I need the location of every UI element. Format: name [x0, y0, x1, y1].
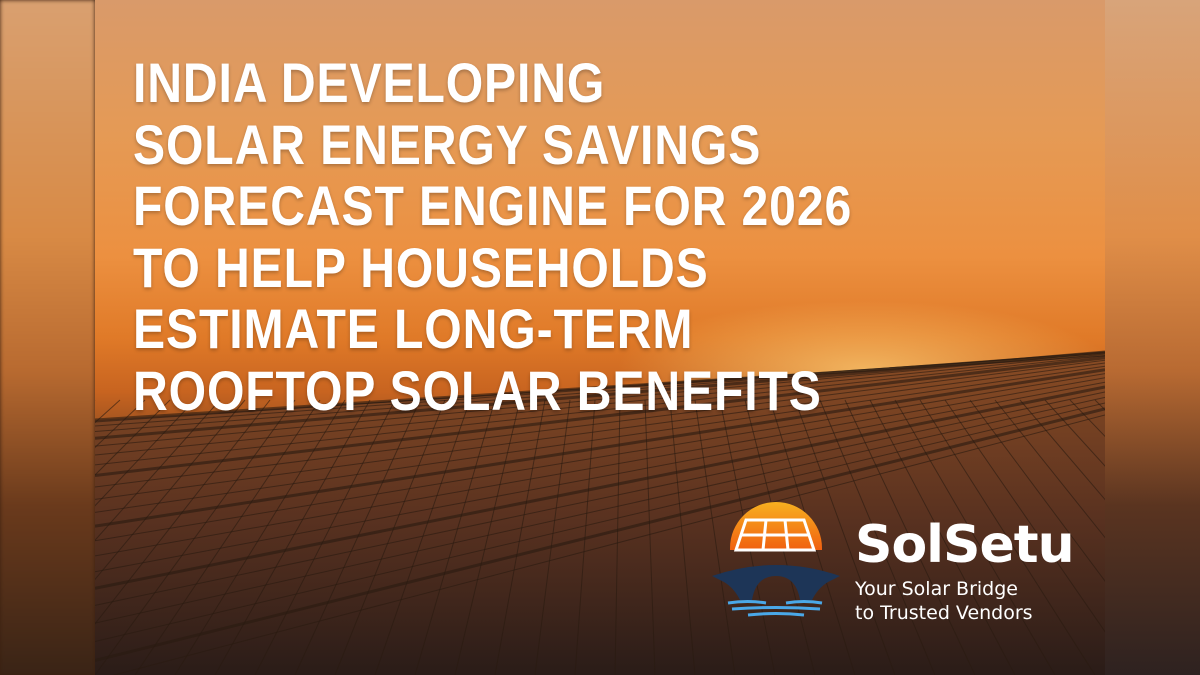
panel-grid-line: [95, 399, 271, 625]
panel-grid-line: [869, 399, 1016, 675]
blurred-side-right: [1105, 0, 1200, 675]
panel-grid-line: [95, 377, 1105, 557]
panel-grid-line: [694, 399, 736, 675]
panel-grid-line: [894, 399, 1056, 675]
panel-grid-line: [95, 368, 1105, 528]
panel-grid-line: [944, 399, 1105, 633]
panel-grid-line: [95, 399, 246, 581]
solar-panels-illustration: [95, 350, 1105, 675]
headline-line: FORECAST ENGINE FOR 2026: [133, 174, 853, 237]
panel-grid-line: [454, 399, 521, 675]
panel-grid-line: [95, 352, 1105, 447]
panel-grid-line: [534, 399, 571, 675]
panel-grid-line: [1044, 399, 1105, 467]
panel-grid-line: [95, 353, 1105, 456]
tagline-line-2: to Trusted Vendors: [855, 602, 1033, 624]
panel-grid-line: [494, 399, 546, 675]
panel-grid-line: [614, 399, 621, 675]
panel-grid-line: [374, 399, 471, 675]
tagline-line-1: Your Solar Bridge: [855, 578, 1018, 600]
brand-name: SolSetu: [855, 515, 1075, 575]
panel-grid-line: [95, 407, 1105, 662]
panel-grid-line: [95, 350, 1105, 440]
panel-grid-line: [95, 399, 171, 476]
panel-grid-line: [95, 351, 1105, 427]
panel-grid-line: [334, 399, 446, 675]
panel-grid-line: [174, 399, 346, 675]
panel-grid-line: [95, 365, 1105, 513]
panel-grid-line: [95, 385, 1105, 590]
panel-grid-line: [134, 399, 321, 675]
headline-line: TO HELP HOUSEHOLDS: [133, 235, 709, 299]
panel-grid-line: [794, 399, 896, 675]
panel-grid-line: [95, 399, 221, 542]
panel-grid-line: [95, 362, 1105, 500]
panel-grid-line: [95, 373, 1105, 542]
panel-grid-line: [919, 399, 1096, 675]
panel-grid-line: [574, 399, 596, 675]
blurred-side-left: [0, 0, 95, 675]
solsetu-logo-icon: [712, 502, 840, 617]
panel-grid-line: [214, 399, 371, 675]
panel-grid-line: [294, 399, 421, 675]
panel-grid-line: [254, 399, 396, 675]
panel-grid-line: [95, 356, 1105, 477]
headline-line: ROOFTOP SOLAR BENEFITS: [133, 358, 822, 422]
panel-grid-line: [95, 355, 1105, 466]
panel-grid-line: [669, 399, 696, 675]
panel-grid-line: [95, 359, 1105, 488]
panel-grid-line: [844, 399, 976, 675]
panel-grid-line: [1019, 399, 1105, 501]
panel-grid-line: [414, 399, 496, 675]
panel-grid-line: [95, 391, 1105, 606]
panel-grid-line: [112, 414, 1105, 675]
headline: INDIA DEVELOPING SOLAR ENERGY SAVINGS FO…: [133, 52, 852, 421]
panel-grid-line: [644, 399, 656, 675]
headline-line: ESTIMATE LONG-TERM: [133, 297, 694, 360]
panel-grid-line: [95, 399, 196, 507]
panel-grid-line: [95, 402, 1105, 643]
hero-image: (function(){ const g=document.getElement…: [95, 0, 1105, 675]
panel-grid-line: [95, 381, 1105, 573]
panel-grid-line: [969, 399, 1105, 582]
panel-grid-line: [994, 399, 1105, 539]
panel-grid-line: [95, 396, 1105, 624]
panel-grid-line: [819, 399, 936, 675]
panel-grid-line: [95, 399, 146, 449]
panel-grid-line: [95, 399, 296, 675]
headline-line: SOLAR ENERGY SAVINGS: [133, 112, 762, 176]
headline-line: INDIA DEVELOPING: [133, 51, 606, 114]
